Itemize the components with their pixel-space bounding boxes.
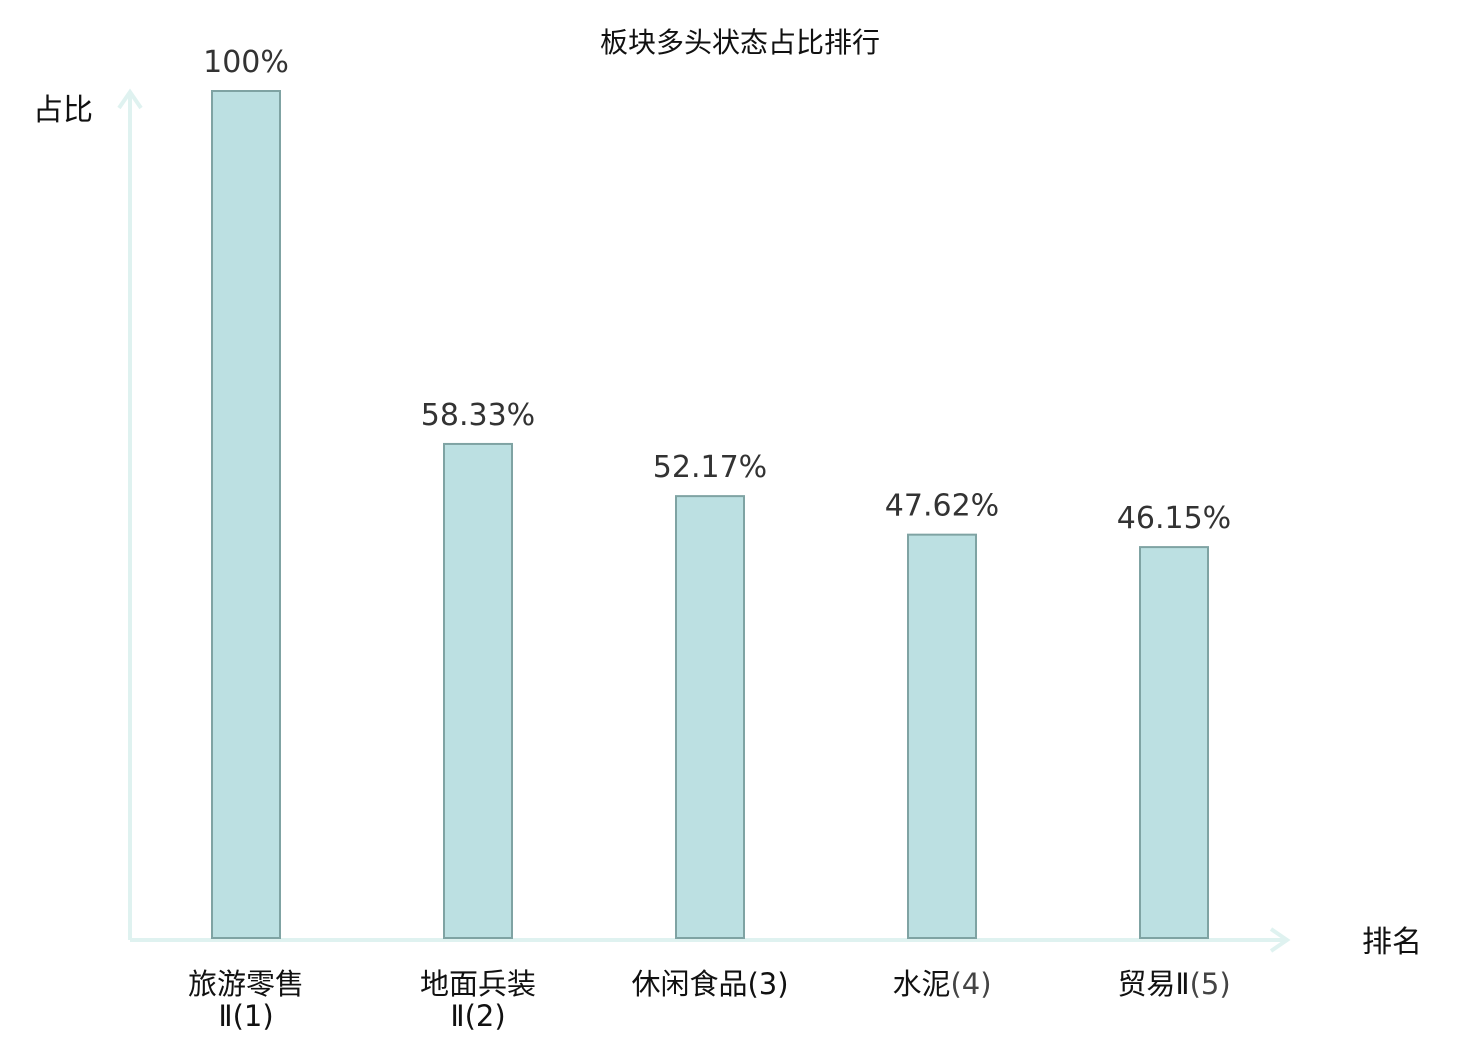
tick-label-rank: (4) xyxy=(950,967,991,1001)
chart-title: 板块多头状态占比排行 xyxy=(600,26,880,59)
tick-label-name: 地面兵装 xyxy=(420,967,536,1001)
tick-label: 地面兵装 xyxy=(420,967,536,1001)
tick-label: 旅游零售 xyxy=(188,967,304,1001)
tick-label-line2: Ⅱ(2) xyxy=(450,999,505,1033)
tick-label-name: 旅游零售 xyxy=(188,967,304,1001)
x-axis-label: 排名 xyxy=(1362,925,1422,960)
bar xyxy=(907,533,977,940)
value-labels: 100% 58.33% 52.17% 47.62% 46.15% xyxy=(203,45,1231,536)
y-axis-arrow xyxy=(117,88,143,110)
tick-label-name: 贸易Ⅱ xyxy=(1117,967,1189,1001)
tick-label: 贸易Ⅱ(5) xyxy=(1117,967,1230,1001)
bar xyxy=(675,495,745,939)
x-axis-arrow xyxy=(1269,927,1291,953)
data-label: 46.15% xyxy=(1117,501,1231,536)
bar xyxy=(1139,546,1209,939)
tick-label-line2: Ⅱ(1) xyxy=(218,999,273,1033)
tick-label: 水泥(4) xyxy=(892,967,991,1001)
tick-label-rank: (5) xyxy=(1190,967,1231,1001)
data-label: 58.33% xyxy=(421,398,535,433)
bars xyxy=(211,90,1209,940)
data-label: 52.17% xyxy=(653,450,767,485)
tick-label-rank: (3) xyxy=(747,967,788,1001)
data-label: 100% xyxy=(203,45,289,80)
bar xyxy=(443,442,513,939)
y-axis-label: 占比 xyxy=(33,93,93,128)
tick-label-name: 休闲食品 xyxy=(631,967,747,1001)
axes xyxy=(117,88,1291,953)
tick-label: 休闲食品(3) xyxy=(631,967,788,1001)
data-label: 47.62% xyxy=(885,489,999,524)
tick-label-name: 水泥 xyxy=(892,967,950,1001)
bar xyxy=(211,90,281,939)
